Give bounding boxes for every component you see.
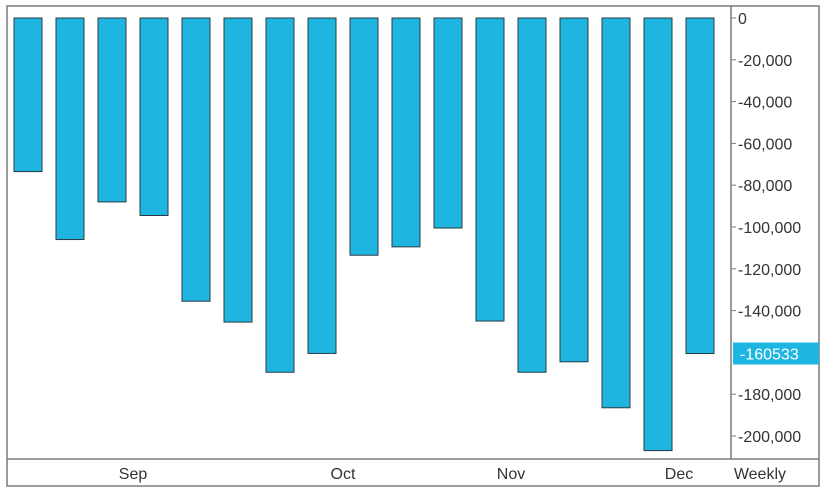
- y-tick-label: -180,000: [738, 387, 801, 404]
- bar-1[interactable]: [55, 17, 85, 241]
- bar-8[interactable]: [349, 17, 379, 256]
- x-month-label-dec: Dec: [665, 466, 693, 483]
- bar-11[interactable]: [475, 17, 505, 322]
- y-tick-label: -120,000: [738, 262, 801, 279]
- bar-16[interactable]: [685, 17, 715, 355]
- bar-12[interactable]: [517, 17, 547, 373]
- last-value-label: -160533: [740, 347, 799, 364]
- bar-14[interactable]: [601, 17, 631, 409]
- last-value-badge: [733, 342, 819, 365]
- x-axis-labels: Weekly Sep Oct Nov Dec: [119, 466, 786, 483]
- bar-7[interactable]: [307, 17, 337, 354]
- x-month-label-oct: Oct: [331, 466, 356, 483]
- bar-5[interactable]: [223, 17, 253, 323]
- period-label[interactable]: Weekly: [734, 466, 786, 483]
- bar-0[interactable]: [13, 17, 43, 173]
- y-tick-label: -20,000: [738, 53, 792, 70]
- bar-4[interactable]: [181, 17, 211, 302]
- y-axis-ticks: 0 -20,000 -40,000 -60,000 -80,000 -100,000 -12…: [731, 11, 801, 446]
- x-month-label-sep: Sep: [119, 466, 148, 483]
- y-tick-label: 0: [738, 11, 747, 28]
- y-tick-label: -60,000: [738, 136, 792, 153]
- bar-13[interactable]: [559, 17, 589, 363]
- bar-10[interactable]: [433, 17, 463, 229]
- plot-frame: [6, 5, 820, 487]
- bar-9[interactable]: [391, 17, 421, 248]
- y-tick-label: -80,000: [738, 178, 792, 195]
- y-tick-label: -100,000: [738, 220, 801, 237]
- bar-3[interactable]: [139, 17, 169, 217]
- bar-6[interactable]: [265, 17, 295, 373]
- bars: [13, 17, 715, 452]
- y-tick-label: -40,000: [738, 95, 792, 112]
- bar-2[interactable]: [97, 17, 127, 203]
- last-value-marker: -160533: [733, 342, 819, 365]
- y-tick-label: -140,000: [738, 304, 801, 321]
- y-tick-label: -200,000: [738, 429, 801, 446]
- outer-border: [6, 5, 820, 487]
- x-month-label-nov: Nov: [497, 466, 525, 483]
- bar-15[interactable]: [643, 17, 673, 452]
